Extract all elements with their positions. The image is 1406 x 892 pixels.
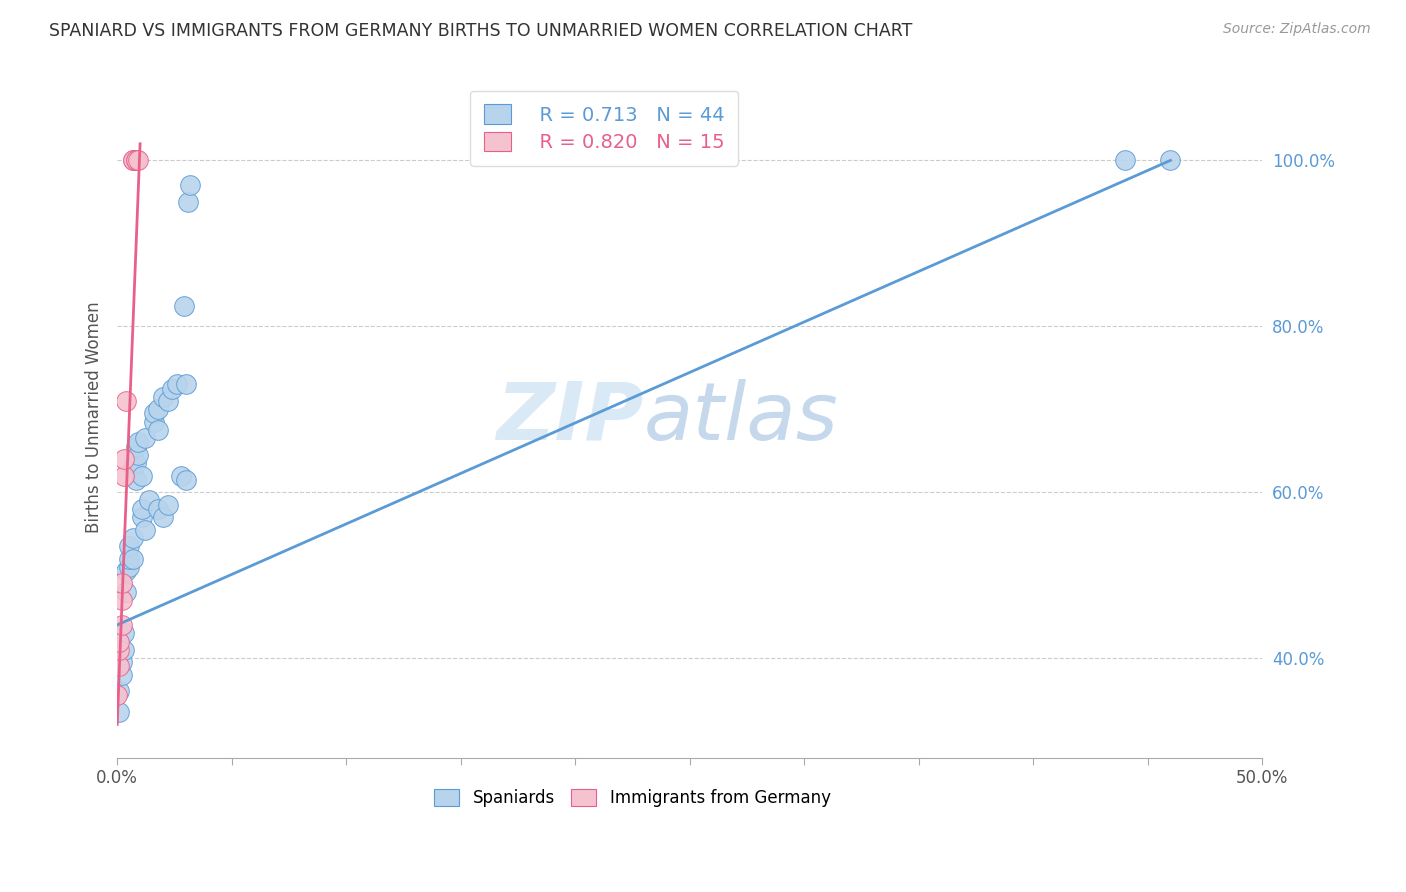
Point <box>174 377 197 392</box>
Point <box>138 493 160 508</box>
Point <box>122 460 145 475</box>
Point <box>127 153 149 168</box>
Point <box>134 523 156 537</box>
Point <box>127 435 149 450</box>
Point <box>134 431 156 445</box>
Point <box>108 634 131 648</box>
Point <box>124 153 146 168</box>
Point <box>108 659 131 673</box>
Point <box>112 452 135 467</box>
Point <box>170 468 193 483</box>
Point <box>142 415 165 429</box>
Point <box>117 559 139 574</box>
Point <box>148 402 170 417</box>
Point <box>122 153 145 168</box>
Point <box>131 510 153 524</box>
Point <box>152 510 174 524</box>
Point <box>156 498 179 512</box>
Point <box>108 705 131 719</box>
Point <box>142 406 165 420</box>
Point <box>108 684 131 698</box>
Point <box>122 153 145 168</box>
Point <box>105 689 128 703</box>
Point <box>179 178 201 193</box>
Point <box>122 551 145 566</box>
Point <box>166 377 188 392</box>
Text: SPANIARD VS IMMIGRANTS FROM GERMANY BIRTHS TO UNMARRIED WOMEN CORRELATION CHART: SPANIARD VS IMMIGRANTS FROM GERMANY BIRT… <box>49 22 912 40</box>
Point <box>122 531 145 545</box>
Point <box>124 473 146 487</box>
Point <box>124 440 146 454</box>
Point <box>111 593 134 607</box>
Point <box>131 501 153 516</box>
Point <box>115 564 138 578</box>
Point <box>1159 153 1181 168</box>
Point <box>112 468 135 483</box>
Point <box>117 539 139 553</box>
Point <box>124 456 146 470</box>
Point <box>111 576 134 591</box>
Point <box>115 584 138 599</box>
Point <box>112 642 135 657</box>
Point <box>1114 153 1136 168</box>
Point <box>112 626 135 640</box>
Y-axis label: Births to Unmarried Women: Births to Unmarried Women <box>86 301 103 533</box>
Point <box>127 448 149 462</box>
Point <box>115 393 138 408</box>
Point <box>173 299 195 313</box>
Point <box>152 390 174 404</box>
Point <box>148 423 170 437</box>
Text: ZIP: ZIP <box>496 378 644 457</box>
Point <box>177 194 200 209</box>
Legend: Spaniards, Immigrants from Germany: Spaniards, Immigrants from Germany <box>427 782 838 814</box>
Point <box>117 551 139 566</box>
Point <box>124 153 146 168</box>
Point <box>160 382 183 396</box>
Point <box>111 655 134 669</box>
Text: atlas: atlas <box>644 378 838 457</box>
Point <box>131 468 153 483</box>
Point <box>156 393 179 408</box>
Point <box>111 667 134 681</box>
Point <box>148 501 170 516</box>
Point <box>174 473 197 487</box>
Point <box>108 642 131 657</box>
Point <box>111 618 134 632</box>
Text: Source: ZipAtlas.com: Source: ZipAtlas.com <box>1223 22 1371 37</box>
